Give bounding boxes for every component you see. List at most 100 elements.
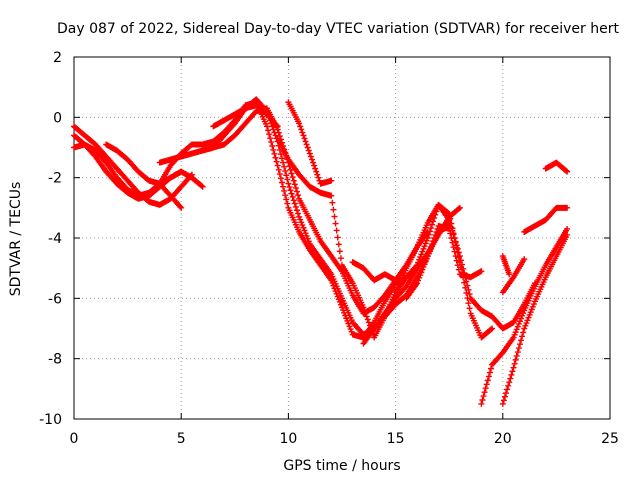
data-point	[281, 187, 288, 194]
data-point	[333, 227, 340, 234]
series-14	[499, 231, 571, 407]
data-point	[310, 159, 317, 166]
data-point	[454, 245, 461, 252]
data-point	[272, 154, 279, 161]
data-point	[302, 230, 309, 237]
data-point	[480, 393, 487, 400]
data-point	[424, 235, 431, 241]
data-point	[295, 210, 302, 217]
data-point	[466, 291, 473, 298]
data-point	[287, 166, 294, 173]
data-point	[362, 310, 369, 317]
series-5	[156, 105, 399, 317]
data-point	[314, 171, 321, 178]
data-point	[273, 122, 280, 129]
data-point	[296, 213, 303, 220]
data-point	[328, 177, 335, 184]
data-point	[452, 253, 459, 260]
series-3	[103, 141, 206, 190]
data-point	[512, 356, 519, 363]
y-tick-label: 0	[53, 110, 62, 126]
data-point	[305, 238, 312, 245]
data-point	[298, 219, 305, 226]
data-point	[506, 379, 513, 386]
data-point	[504, 386, 511, 393]
data-point	[501, 393, 508, 400]
data-point	[270, 126, 277, 133]
data-point	[486, 369, 493, 376]
data-point	[276, 146, 283, 153]
data-point	[513, 352, 520, 359]
data-point	[293, 188, 300, 195]
data-point	[425, 231, 432, 238]
data-point	[312, 165, 319, 172]
data-point	[450, 244, 457, 251]
data-point	[525, 314, 532, 321]
series-16	[499, 253, 513, 278]
data-point	[292, 203, 299, 210]
data-point	[514, 349, 521, 356]
data-point	[488, 326, 495, 333]
data-point	[509, 368, 516, 375]
data-point	[289, 174, 296, 181]
data-point	[363, 313, 370, 320]
data-point	[283, 172, 290, 179]
y-tick-label: 2	[53, 50, 62, 66]
data-point	[304, 235, 311, 242]
data-point	[274, 123, 281, 130]
data-point	[329, 199, 336, 206]
data-point	[489, 325, 496, 332]
data-point	[274, 162, 281, 169]
data-point	[155, 181, 162, 188]
data-point	[564, 168, 571, 175]
data-point	[366, 322, 373, 329]
y-tick-label: -10	[39, 412, 62, 428]
data-point	[522, 322, 529, 329]
data-point	[530, 301, 537, 308]
data-point	[267, 135, 274, 142]
data-point	[271, 129, 278, 136]
data-point	[335, 241, 342, 248]
data-point	[268, 139, 275, 146]
data-point	[465, 286, 472, 293]
data-point	[348, 328, 355, 335]
data-point	[336, 248, 343, 255]
data-point	[365, 319, 372, 326]
data-point	[454, 262, 461, 269]
data-point	[178, 204, 185, 211]
data-point	[415, 259, 422, 266]
data-point	[563, 167, 570, 174]
y-tick-label: -6	[48, 291, 62, 307]
data-point	[337, 301, 344, 308]
data-point	[292, 184, 299, 191]
data-point	[270, 146, 277, 153]
data-point	[280, 159, 287, 166]
data-point	[276, 171, 283, 178]
data-point	[277, 151, 284, 158]
y-tick-label: -4	[48, 231, 62, 247]
data-point	[281, 163, 288, 170]
data-point	[266, 131, 273, 138]
data-point	[303, 141, 310, 148]
series-9	[285, 99, 335, 187]
data-point	[301, 135, 308, 142]
data-point	[402, 284, 409, 291]
data-point	[564, 231, 571, 238]
data-point	[421, 243, 428, 250]
data-point	[277, 175, 284, 182]
data-point	[518, 337, 525, 344]
x-tick-label: 25	[601, 431, 619, 447]
data-point	[269, 142, 276, 149]
data-point	[465, 300, 472, 307]
data-point	[510, 364, 517, 371]
data-point	[288, 170, 295, 177]
data-point	[306, 150, 313, 157]
data-point	[499, 400, 506, 407]
data-point	[463, 278, 470, 285]
data-point	[198, 182, 205, 189]
data-point	[315, 174, 322, 181]
data-point	[513, 326, 520, 333]
series-17	[521, 204, 571, 235]
